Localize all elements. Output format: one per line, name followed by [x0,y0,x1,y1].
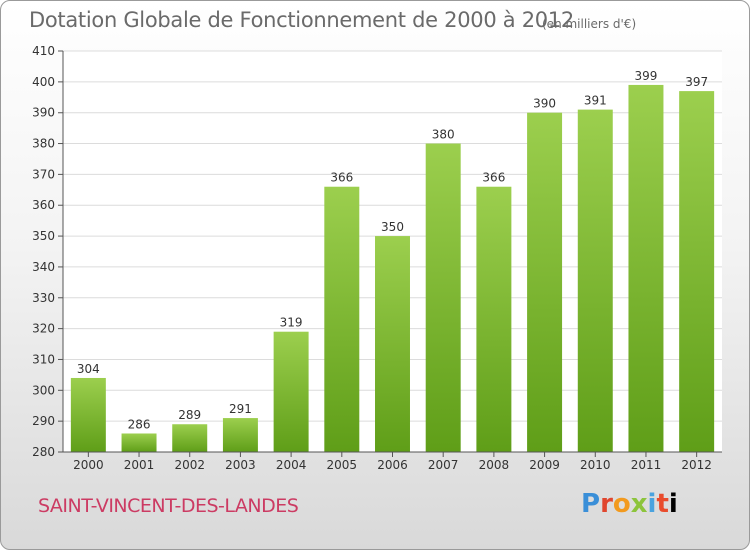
bar [172,424,208,452]
x-tick-label: 2009 [529,458,560,472]
y-tick-label: 330 [32,291,55,305]
bar [375,236,410,452]
data-label: 399 [635,69,658,83]
bar [273,331,309,452]
y-tick-label: 390 [32,106,55,120]
y-tick-label: 280 [32,445,55,459]
data-label: 289 [178,408,201,422]
x-tick-label: 2003 [225,458,256,472]
y-tick-label: 350 [32,229,55,243]
y-tick-label: 370 [32,167,55,181]
data-label: 380 [432,128,455,142]
bar [324,186,360,452]
bar [679,91,715,452]
bar [222,418,258,452]
x-tick-label: 2008 [479,458,510,472]
logo-letter: i [668,489,678,519]
data-label: 366 [330,171,353,185]
x-tick-label: 2001 [124,458,155,472]
bar [121,433,157,452]
bar [476,186,512,452]
y-tick-label: 410 [32,44,55,58]
bar [577,109,613,452]
data-label: 304 [77,362,100,376]
y-tick-label: 310 [32,352,55,366]
bar [425,143,461,453]
data-label: 286 [128,417,151,431]
data-label: 391 [584,94,607,108]
data-label: 366 [482,171,505,185]
x-tick-label: 2012 [681,458,712,472]
x-tick-label: 2006 [377,458,408,472]
proxiti-logo: Proxiti [581,489,678,519]
logo-letter: t [656,489,669,519]
commune-name: SAINT-VINCENT-DES-LANDES [38,495,299,517]
logo-letter: o [612,489,631,519]
bar [527,112,563,452]
bar [628,84,664,452]
y-tick-label: 380 [32,137,55,151]
chart-title: Dotation Globale de Fonctionnement de 20… [29,8,574,32]
data-label: 350 [381,220,404,234]
x-tick-label: 2011 [631,458,662,472]
logo-letter: x [630,489,648,519]
data-label: 319 [280,316,303,330]
logo-letter: P [581,489,601,519]
y-tick-label: 340 [32,260,55,274]
y-tick-label: 320 [32,322,55,336]
data-label: 397 [685,75,708,89]
x-tick-label: 2002 [174,458,205,472]
bar [70,377,106,452]
x-tick-label: 2004 [276,458,307,472]
data-label: 390 [533,97,556,111]
x-tick-label: 2010 [580,458,611,472]
x-tick-label: 2007 [428,458,459,472]
logo-letter: r [600,489,613,519]
x-tick-label: 2005 [327,458,358,472]
logo-letter: i [647,489,657,519]
y-tick-label: 300 [32,383,55,397]
x-tick-label: 2000 [73,458,104,472]
unit-note: (en milliers d'€) [542,17,637,31]
y-tick-label: 400 [32,75,55,89]
y-tick-label: 290 [32,414,55,428]
data-label: 291 [229,402,252,416]
y-tick-label: 360 [32,198,55,212]
